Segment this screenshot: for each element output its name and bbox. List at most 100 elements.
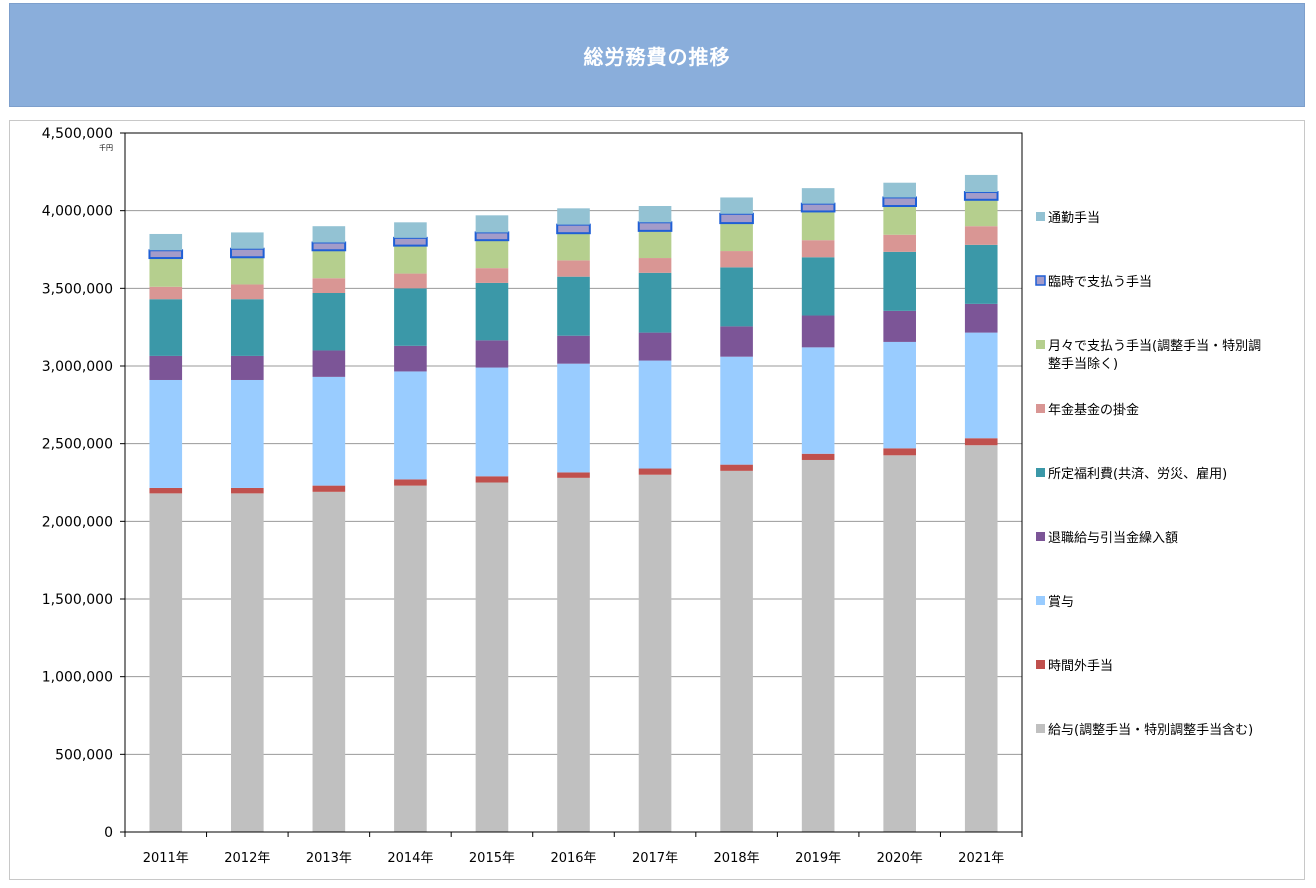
- y-tick-label: 2,000,000: [42, 514, 113, 530]
- bar-segment: [557, 208, 590, 225]
- bar-segment: [394, 371, 427, 480]
- bar-segment: [475, 482, 509, 832]
- bar-segment: [312, 226, 346, 243]
- bar-segment: [394, 288, 427, 346]
- legend-label: 臨時で支払う手当: [1048, 275, 1152, 290]
- legend-label: 時間外手当: [1048, 659, 1113, 674]
- bar-segment: [720, 251, 753, 268]
- bar-segment: [720, 464, 753, 471]
- bar-segment: [231, 379, 264, 488]
- bar-segment: [964, 332, 998, 439]
- bar-segment: [149, 487, 183, 494]
- bar-segment: [801, 459, 835, 832]
- bar-segment: [801, 188, 835, 204]
- bar-segment: [638, 272, 672, 333]
- x-tick-label: 2013年: [306, 851, 352, 866]
- bar-segment: [720, 197, 753, 214]
- y-tick-label: 4,500,000: [42, 126, 113, 142]
- chart-header: 総労務費の推移: [9, 3, 1305, 107]
- legend-label: 年金基金の掛金: [1048, 402, 1139, 418]
- bar-segment: [883, 341, 916, 449]
- bar-segment: [149, 379, 183, 488]
- legend-label: 所定福利費(共済、労災、雇用): [1048, 466, 1227, 482]
- y-tick-label: 3,500,000: [42, 281, 113, 297]
- bar-segment: [394, 479, 427, 486]
- chart-frame: 0 500,000 1,000,000 1,500,000 2,000,000 2,500…: [9, 120, 1305, 880]
- bar-segment: [964, 303, 998, 333]
- bar-segment: [311, 241, 347, 252]
- bar-segment: [475, 215, 509, 233]
- y-tick-label: 500,000: [55, 747, 113, 763]
- legend-swatch: [1035, 275, 1046, 286]
- bar-segment: [149, 355, 183, 380]
- bar-segment: [720, 326, 753, 357]
- bar-segment: [720, 356, 753, 465]
- bar-segment: [312, 292, 346, 351]
- bar-segment: [475, 282, 509, 341]
- bar-segment: [720, 470, 753, 832]
- unit-label: 千円: [99, 143, 113, 152]
- plot-area-border: [124, 132, 1023, 833]
- x-tick-label: 2021年: [958, 851, 1004, 866]
- bar-segment: [475, 476, 509, 483]
- bar-segment: [556, 223, 591, 235]
- bar-segment: [883, 206, 916, 235]
- bar-segment: [720, 223, 753, 252]
- bars: [148, 174, 999, 832]
- bar-segment: [801, 453, 835, 460]
- bar-segment: [882, 196, 917, 208]
- bar-segment: [964, 438, 998, 446]
- bar-segment: [312, 376, 346, 486]
- bar-segment: [638, 474, 672, 832]
- bar-segment: [801, 347, 835, 454]
- bar-segment: [801, 315, 835, 348]
- bar-segment: [638, 258, 672, 273]
- bar-segment: [557, 233, 590, 261]
- x-tick-label: 2020年: [877, 851, 923, 866]
- bar-segment: [638, 332, 672, 361]
- bar-segment: [312, 491, 346, 832]
- bar-segment: [638, 230, 672, 259]
- x-tick-label: 2014年: [387, 851, 433, 866]
- x-tick-label: 2011年: [143, 851, 189, 866]
- bar-segment: [394, 485, 427, 832]
- legend-swatch: [1036, 596, 1045, 605]
- bar-segment: [475, 268, 509, 283]
- bar-segment: [312, 250, 346, 279]
- bar-segment: [312, 350, 346, 377]
- y-tick-label: 3,000,000: [42, 359, 113, 375]
- legend-swatch: [1036, 660, 1045, 669]
- bar-segment: [231, 299, 264, 356]
- bar-segment: [231, 232, 264, 249]
- bar-segment: [149, 299, 183, 356]
- bar-segment: [231, 487, 264, 494]
- bar-segment: [149, 233, 183, 251]
- bar-segment: [149, 258, 183, 287]
- legend-swatch: [1036, 404, 1045, 413]
- x-tick-label: 2015年: [469, 851, 515, 866]
- x-tick-label: 2018年: [714, 851, 760, 866]
- bar-segment: [475, 367, 509, 477]
- bar-segment: [393, 236, 428, 247]
- bar-segment: [883, 455, 916, 832]
- bar-segment: [964, 199, 998, 227]
- bar-segment: [638, 468, 672, 475]
- bar-segment: [883, 310, 916, 342]
- bar-segment: [964, 445, 998, 832]
- legend-label: 退職給与引当金繰入額: [1048, 530, 1178, 546]
- legend-label: 通勤手当: [1048, 211, 1100, 226]
- bar-segment: [637, 221, 673, 232]
- bar-segment: [475, 340, 509, 368]
- legend-label: 給与(調整手当・特別調整手当含む): [1048, 722, 1253, 738]
- bar-segment: [557, 477, 590, 832]
- bar-segment: [557, 363, 590, 473]
- bar-segment: [964, 174, 998, 193]
- bar-segment: [883, 182, 916, 198]
- bar-segment: [557, 472, 590, 478]
- bar-segment: [149, 286, 183, 300]
- x-tick-label: 2012年: [224, 851, 270, 866]
- bar-segment: [720, 267, 753, 327]
- bar-segment: [638, 206, 672, 223]
- x-tick-label: 2017年: [632, 851, 678, 866]
- chart-title: 総労務費の推移: [583, 44, 731, 69]
